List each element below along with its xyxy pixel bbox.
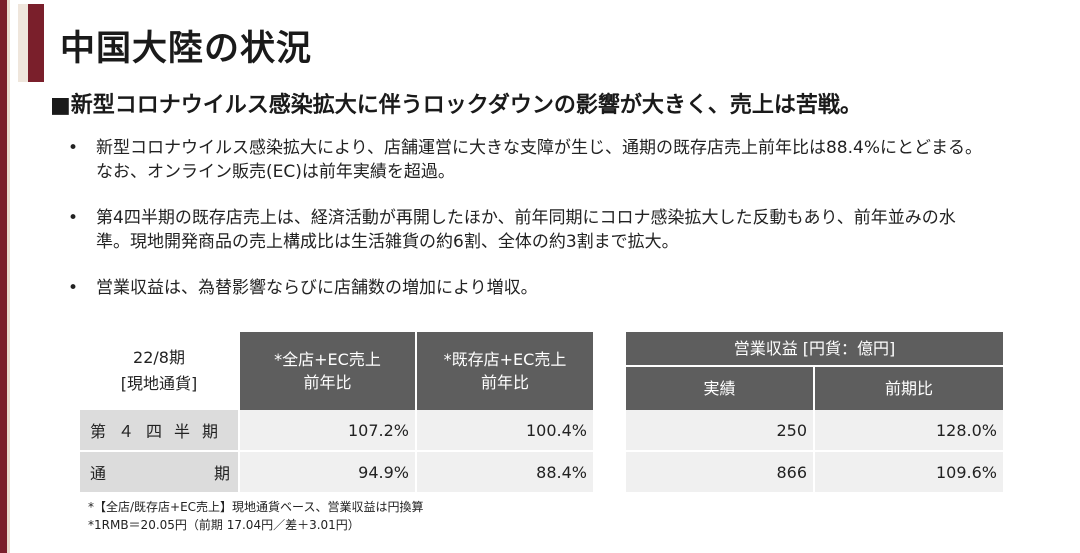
cell-q4-yoy: 128.0% <box>814 410 1003 452</box>
sales-table: 22/8期 [現地通貨] *全店+EC売上 前年比 *既存店+EC売上 前年比 … <box>80 332 593 492</box>
title-accent-block <box>18 4 44 82</box>
row-label-char: 通 <box>90 464 107 483</box>
sales-table-corner: 22/8期 [現地通貨] <box>80 332 240 410</box>
row-label-full-year: 通期 <box>80 451 240 492</box>
cell-q4-existing: 100.4% <box>416 410 593 452</box>
bullet-item: • 第4四半期の既存店売上は、経済活動が再開したほか、前年同期にコロナ感染拡大し… <box>66 206 1056 254</box>
cell-fy-all: 94.9% <box>239 451 417 492</box>
left-accent-stripe <box>7 0 10 553</box>
profit-table-header: 営業収益 [円貨：億円] <box>626 332 1003 367</box>
cell-fy-actual: 866 <box>626 451 815 492</box>
bullet-line: 準。現地開発商品の売上構成比は生活雑貨の約6割、全体の約3割まで拡大。 <box>96 232 679 252</box>
left-accent-bar <box>0 0 7 553</box>
bullet-line: 営業収益は、為替影響ならびに店舗数の増加により増収。 <box>96 278 538 298</box>
cell-q4-actual: 250 <box>626 410 815 452</box>
bullet-marker: • <box>68 208 79 228</box>
col-header-existing-stores: *既存店+EC売上 前年比 <box>416 332 593 410</box>
cell-fy-existing: 88.4% <box>416 451 593 492</box>
col-header-all-stores: *全店+EC売上 前年比 <box>239 332 417 410</box>
col2-line2: 前年比 <box>480 373 529 392</box>
bullet-item: • 新型コロナウイルス感染拡大により、店舗運営に大きな支障が生じ、通期の既存店売… <box>66 136 1056 184</box>
corner-line1: 22/8期 <box>133 348 185 367</box>
bullet-list: • 新型コロナウイルス感染拡大により、店舗運営に大きな支障が生じ、通期の既存店売… <box>66 136 1056 322</box>
headline: ■新型コロナウイルス感染拡大に伴うロックダウンの影響が大きく、売上は苦戦。 <box>50 93 862 118</box>
corner-line2: [現地通貨] <box>120 374 198 393</box>
bullet-marker: • <box>68 138 79 158</box>
footnotes: *【全店/既存店+EC売上】現地通貨ベース、営業収益は円換算 *1RMB＝20.… <box>88 498 423 534</box>
footnote: *【全店/既存店+EC売上】現地通貨ベース、営業収益は円換算 <box>88 500 424 514</box>
col2-line1: *既存店+EC売上 <box>443 350 567 369</box>
bullet-line: 新型コロナウイルス感染拡大により、店舗運営に大きな支障が生じ、通期の既存店売上前… <box>96 138 982 158</box>
bullet-item: • 営業収益は、為替影響ならびに店舗数の増加により増収。 <box>66 276 1056 300</box>
bullet-line: なお、オンライン販売(EC)は前年実績を超過。 <box>96 162 455 182</box>
row-label-q4: 第４四半期 <box>80 410 240 452</box>
col-header-yoy: 前期比 <box>814 366 1003 410</box>
cell-q4-all: 107.2% <box>239 410 417 452</box>
col-header-actual: 実績 <box>626 366 815 410</box>
col1-line2: 前年比 <box>303 373 352 392</box>
bullet-line: 第4四半期の既存店売上は、経済活動が再開したほか、前年同期にコロナ感染拡大した反… <box>96 208 956 228</box>
col1-line1: *全店+EC売上 <box>274 350 381 369</box>
title-accent-inner <box>18 4 28 82</box>
row-label-char: 期 <box>213 464 230 483</box>
page-title: 中国大陸の状況 <box>60 29 313 69</box>
profit-table: 営業収益 [円貨：億円] 実績 前期比 250 128.0% 866 109.6… <box>626 332 1003 492</box>
bullet-marker: • <box>68 278 79 298</box>
cell-fy-yoy: 109.6% <box>814 451 1003 492</box>
footnote: *1RMB＝20.05円（前期 17.04円／差＋3.01円） <box>88 518 360 532</box>
